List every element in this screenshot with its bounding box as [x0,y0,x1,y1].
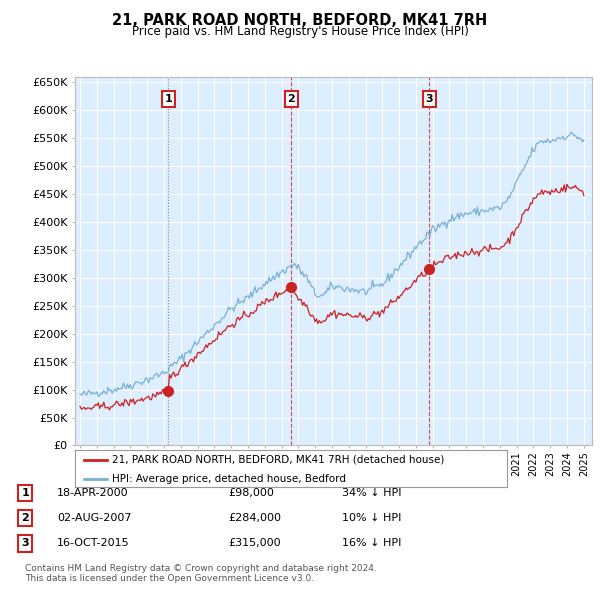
Text: £284,000: £284,000 [228,513,281,523]
Text: £315,000: £315,000 [228,539,281,548]
Text: 18-APR-2000: 18-APR-2000 [57,488,128,497]
Text: 1: 1 [22,488,29,497]
Text: 10% ↓ HPI: 10% ↓ HPI [342,513,401,523]
Text: 2: 2 [287,94,295,104]
Text: HPI: Average price, detached house, Bedford: HPI: Average price, detached house, Bedf… [112,474,346,484]
Text: 2: 2 [22,513,29,523]
Text: 34% ↓ HPI: 34% ↓ HPI [342,488,401,497]
Text: 16% ↓ HPI: 16% ↓ HPI [342,539,401,548]
Text: 21, PARK ROAD NORTH, BEDFORD, MK41 7RH: 21, PARK ROAD NORTH, BEDFORD, MK41 7RH [112,13,488,28]
Text: £98,000: £98,000 [228,488,274,497]
Text: 02-AUG-2007: 02-AUG-2007 [57,513,131,523]
Text: 1: 1 [164,94,172,104]
Text: 16-OCT-2015: 16-OCT-2015 [57,539,130,548]
Text: Price paid vs. HM Land Registry's House Price Index (HPI): Price paid vs. HM Land Registry's House … [131,25,469,38]
Text: 3: 3 [22,539,29,548]
Text: Contains HM Land Registry data © Crown copyright and database right 2024.
This d: Contains HM Land Registry data © Crown c… [25,563,377,583]
Text: 3: 3 [425,94,433,104]
Text: 21, PARK ROAD NORTH, BEDFORD, MK41 7RH (detached house): 21, PARK ROAD NORTH, BEDFORD, MK41 7RH (… [112,455,444,465]
